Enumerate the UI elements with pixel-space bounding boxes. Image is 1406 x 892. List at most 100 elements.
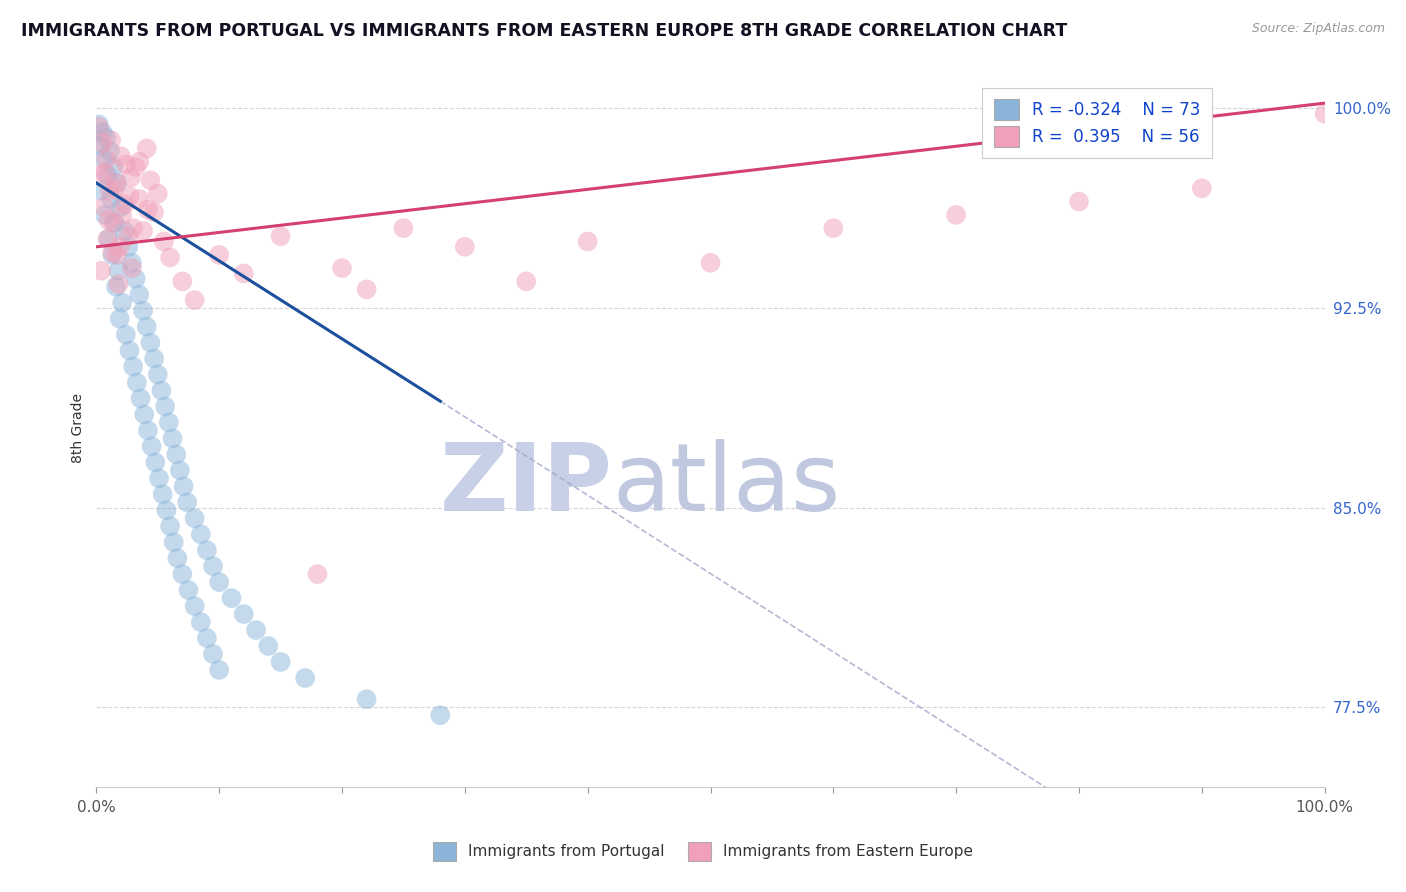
Point xyxy=(125,376,148,390)
Point xyxy=(221,591,243,606)
Point xyxy=(98,184,121,198)
Point xyxy=(143,351,166,366)
Point xyxy=(515,274,537,288)
Point xyxy=(107,277,129,291)
Point xyxy=(91,125,114,139)
Point xyxy=(356,692,378,706)
Point xyxy=(100,133,122,147)
Point xyxy=(114,197,136,211)
Point xyxy=(1067,194,1090,209)
Point xyxy=(153,400,176,414)
Point xyxy=(157,416,180,430)
Point xyxy=(139,173,162,187)
Point xyxy=(93,152,115,166)
Point xyxy=(98,144,121,158)
Point xyxy=(155,503,177,517)
Point xyxy=(89,138,111,153)
Point xyxy=(195,543,218,558)
Point xyxy=(93,200,115,214)
Point xyxy=(128,287,150,301)
Point xyxy=(111,295,134,310)
Point xyxy=(150,384,173,398)
Point xyxy=(129,392,152,406)
Point xyxy=(97,232,120,246)
Point xyxy=(94,208,117,222)
Point xyxy=(699,256,721,270)
Point xyxy=(124,160,146,174)
Point xyxy=(104,216,127,230)
Point xyxy=(176,495,198,509)
Point xyxy=(108,311,131,326)
Legend: Immigrants from Portugal, Immigrants from Eastern Europe: Immigrants from Portugal, Immigrants fro… xyxy=(426,834,980,868)
Point xyxy=(232,607,254,621)
Point xyxy=(110,149,132,163)
Point xyxy=(96,152,118,166)
Point xyxy=(118,189,141,203)
Text: ZIP: ZIP xyxy=(439,439,612,532)
Point xyxy=(128,192,150,206)
Point xyxy=(146,186,169,201)
Point xyxy=(159,519,181,533)
Point xyxy=(124,272,146,286)
Point xyxy=(173,479,195,493)
Point xyxy=(183,599,205,613)
Point xyxy=(120,170,142,185)
Point xyxy=(96,130,118,145)
Point xyxy=(1313,107,1336,121)
Point xyxy=(132,303,155,318)
Point xyxy=(190,527,212,541)
Point xyxy=(152,487,174,501)
Point xyxy=(108,240,131,254)
Point xyxy=(114,224,136,238)
Point xyxy=(177,583,200,598)
Point xyxy=(208,663,231,677)
Point xyxy=(121,256,143,270)
Point xyxy=(97,213,120,227)
Point xyxy=(90,184,112,198)
Text: IMMIGRANTS FROM PORTUGAL VS IMMIGRANTS FROM EASTERN EUROPE 8TH GRADE CORRELATION: IMMIGRANTS FROM PORTUGAL VS IMMIGRANTS F… xyxy=(21,22,1067,40)
Point xyxy=(162,432,184,446)
Point xyxy=(134,408,156,422)
Point xyxy=(270,229,292,244)
Point xyxy=(172,274,194,288)
Point xyxy=(823,221,845,235)
Point xyxy=(307,567,329,582)
Point xyxy=(183,511,205,525)
Point xyxy=(105,248,128,262)
Point xyxy=(169,463,191,477)
Point xyxy=(165,447,187,461)
Point xyxy=(105,176,128,190)
Point xyxy=(270,655,292,669)
Point xyxy=(148,471,170,485)
Point xyxy=(117,229,139,244)
Point xyxy=(159,251,181,265)
Point xyxy=(104,181,127,195)
Point xyxy=(454,240,477,254)
Point xyxy=(103,160,125,174)
Point xyxy=(122,359,145,374)
Point xyxy=(96,232,118,246)
Point xyxy=(257,639,280,653)
Point xyxy=(122,221,145,235)
Text: atlas: atlas xyxy=(612,439,841,532)
Point xyxy=(121,261,143,276)
Point xyxy=(202,647,225,661)
Point xyxy=(172,567,194,582)
Point xyxy=(107,264,129,278)
Point xyxy=(183,293,205,307)
Point xyxy=(202,559,225,574)
Point xyxy=(94,165,117,179)
Point xyxy=(114,157,136,171)
Point xyxy=(141,439,163,453)
Point xyxy=(576,235,599,249)
Point xyxy=(392,221,415,235)
Point xyxy=(89,168,111,182)
Point xyxy=(91,136,114,150)
Point xyxy=(114,327,136,342)
Point xyxy=(143,205,166,219)
Point xyxy=(105,279,128,293)
Point xyxy=(128,154,150,169)
Point xyxy=(132,224,155,238)
Point xyxy=(146,368,169,382)
Point xyxy=(153,235,176,249)
